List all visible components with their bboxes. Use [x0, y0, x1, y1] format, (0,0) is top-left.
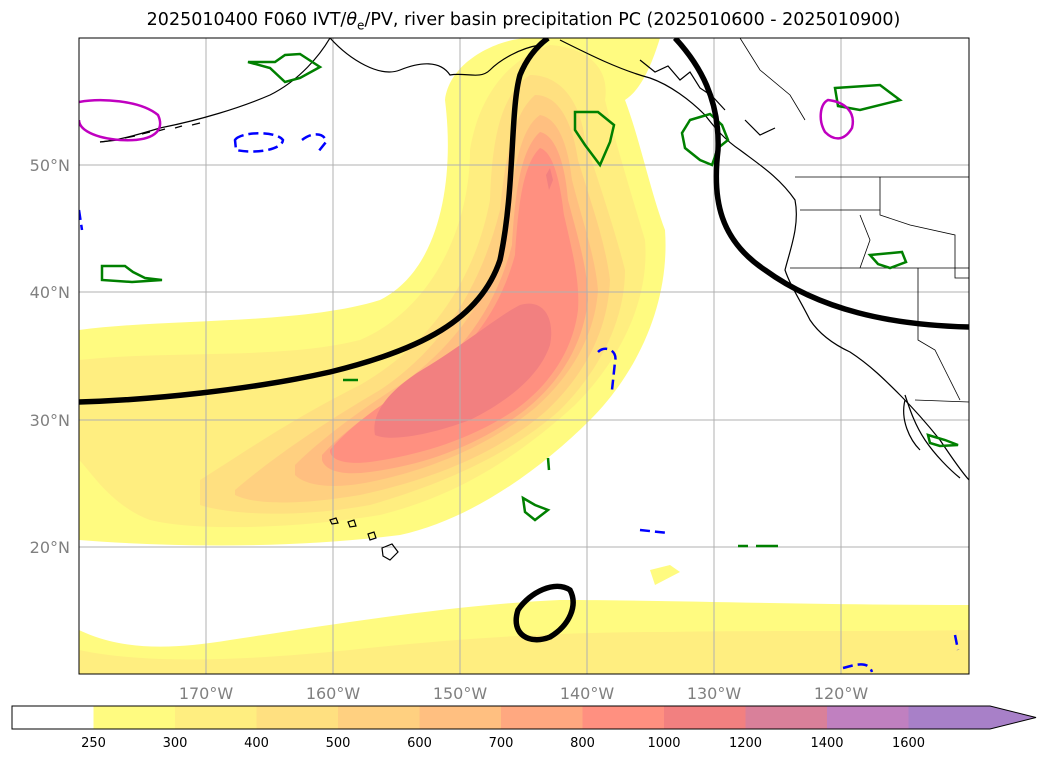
pc-contour: [100, 264, 163, 284]
colorbar-tick-label: 600: [407, 736, 432, 751]
lon-tick-label: 120°W: [814, 684, 869, 703]
colorbar-tick-label: 250: [81, 736, 106, 751]
colorbar-segment: [93, 706, 176, 729]
hawaiian-islands: [329, 517, 399, 561]
ivt-threshold-contours: [79, 38, 969, 643]
border-us-mexico: [914, 399, 969, 403]
colorbar-segment: [338, 706, 420, 729]
pc-contour-negative: [233, 132, 285, 153]
pc-contour: [867, 250, 908, 270]
colorbar-tick-label: 800: [570, 736, 595, 751]
pc-contour: [521, 495, 551, 522]
lon-tick-label: 150°W: [433, 684, 488, 703]
colorbar-segment: [827, 706, 909, 729]
colorbar-tick-label: 400: [244, 736, 269, 751]
lat-tick-label: 40°N: [30, 283, 70, 302]
ivt-contour-south-ring: [513, 583, 576, 643]
hawaii-island: [381, 543, 399, 561]
ivt-fill-300-south: [79, 630, 969, 674]
ivt-contour-main: [79, 38, 550, 405]
colorbar-segment: [256, 706, 339, 729]
ivt-fill-1000: [374, 303, 552, 438]
colorbar-tick-label: 1600: [892, 736, 925, 751]
colorbar-tick-label: 1400: [810, 736, 843, 751]
lat-tick-labels: 20°N 30°N 40°N 50°N: [30, 156, 70, 557]
colorbar: 250 300 400 500 600 700 800 1000 1200 1400 1600: [11, 705, 1037, 751]
pc-contour-extreme: [819, 98, 855, 140]
pc-extreme-contours: [79, 98, 855, 142]
ivt-contour-east: [672, 38, 969, 330]
colorbar-segment: [664, 706, 746, 729]
oahu-island: [347, 519, 357, 528]
colorbar-segment: [419, 706, 502, 729]
lon-tick-label: 170°W: [179, 684, 234, 703]
colorbar-tick-label: 700: [489, 736, 514, 751]
colorbar-tick-label: 1000: [647, 736, 680, 751]
colorbar-segment: [582, 706, 665, 729]
ivt-fill-1000-north: [546, 168, 553, 190]
colorbar-outline: [11, 705, 1037, 730]
pc-contour-negative: [639, 528, 669, 535]
kauai-island: [329, 517, 339, 525]
lon-tick-label: 140°W: [560, 684, 615, 703]
ivt-fill-250-islet: [650, 565, 680, 585]
lon-tick-label: 160°W: [306, 684, 361, 703]
lat-tick-label: 20°N: [30, 538, 70, 557]
border-alaska-canada: [739, 38, 806, 121]
coastlines: [99, 38, 969, 481]
pc-contour-negative: [842, 663, 874, 673]
maui-island: [367, 531, 377, 541]
gridlines: [79, 38, 969, 674]
colorbar-tick-label: 300: [163, 736, 188, 751]
lon-tick-labels: 170°W 160°W 150°W 140°W 130°W 120°W: [179, 684, 869, 703]
colorbar-segment: [908, 706, 991, 729]
map-panel: [78, 37, 970, 675]
lon-tick-label: 130°W: [687, 684, 742, 703]
colorbar-extend-arrow: [990, 706, 1036, 729]
pc-contour: [926, 433, 959, 448]
figure-title: 2025010400 F060 IVT/θe/PV, river basin p…: [146, 10, 901, 33]
lat-tick-label: 30°N: [30, 411, 70, 430]
coastline-aleutians: [99, 122, 201, 143]
colorbar-segment: [745, 706, 828, 729]
pc-contour: [247, 52, 323, 84]
pc-contour-negative: [597, 347, 617, 391]
lat-tick-label: 50°N: [30, 156, 70, 175]
coastline-alaska: [99, 38, 331, 143]
pc-contour: [573, 110, 616, 168]
border-us-states: [790, 177, 969, 401]
pc-contour-negative: [953, 634, 960, 651]
coastline-baja-california: [903, 394, 961, 479]
colorbar-tick-label: 1200: [729, 736, 762, 751]
ivt-shading: [79, 38, 969, 674]
pc-contour-extreme: [79, 98, 162, 142]
pc-contour: [546, 457, 551, 471]
colorbar-segment: [501, 706, 583, 729]
colorbar-segment: [175, 706, 257, 729]
colorbar-segment: [12, 706, 94, 729]
colorbar-tick-label: 500: [326, 736, 351, 751]
coastline-gulf-of-alaska: [329, 38, 541, 76]
political-borders: [739, 38, 969, 403]
pc-contour-negative: [301, 133, 328, 153]
map-frame: [78, 37, 970, 675]
